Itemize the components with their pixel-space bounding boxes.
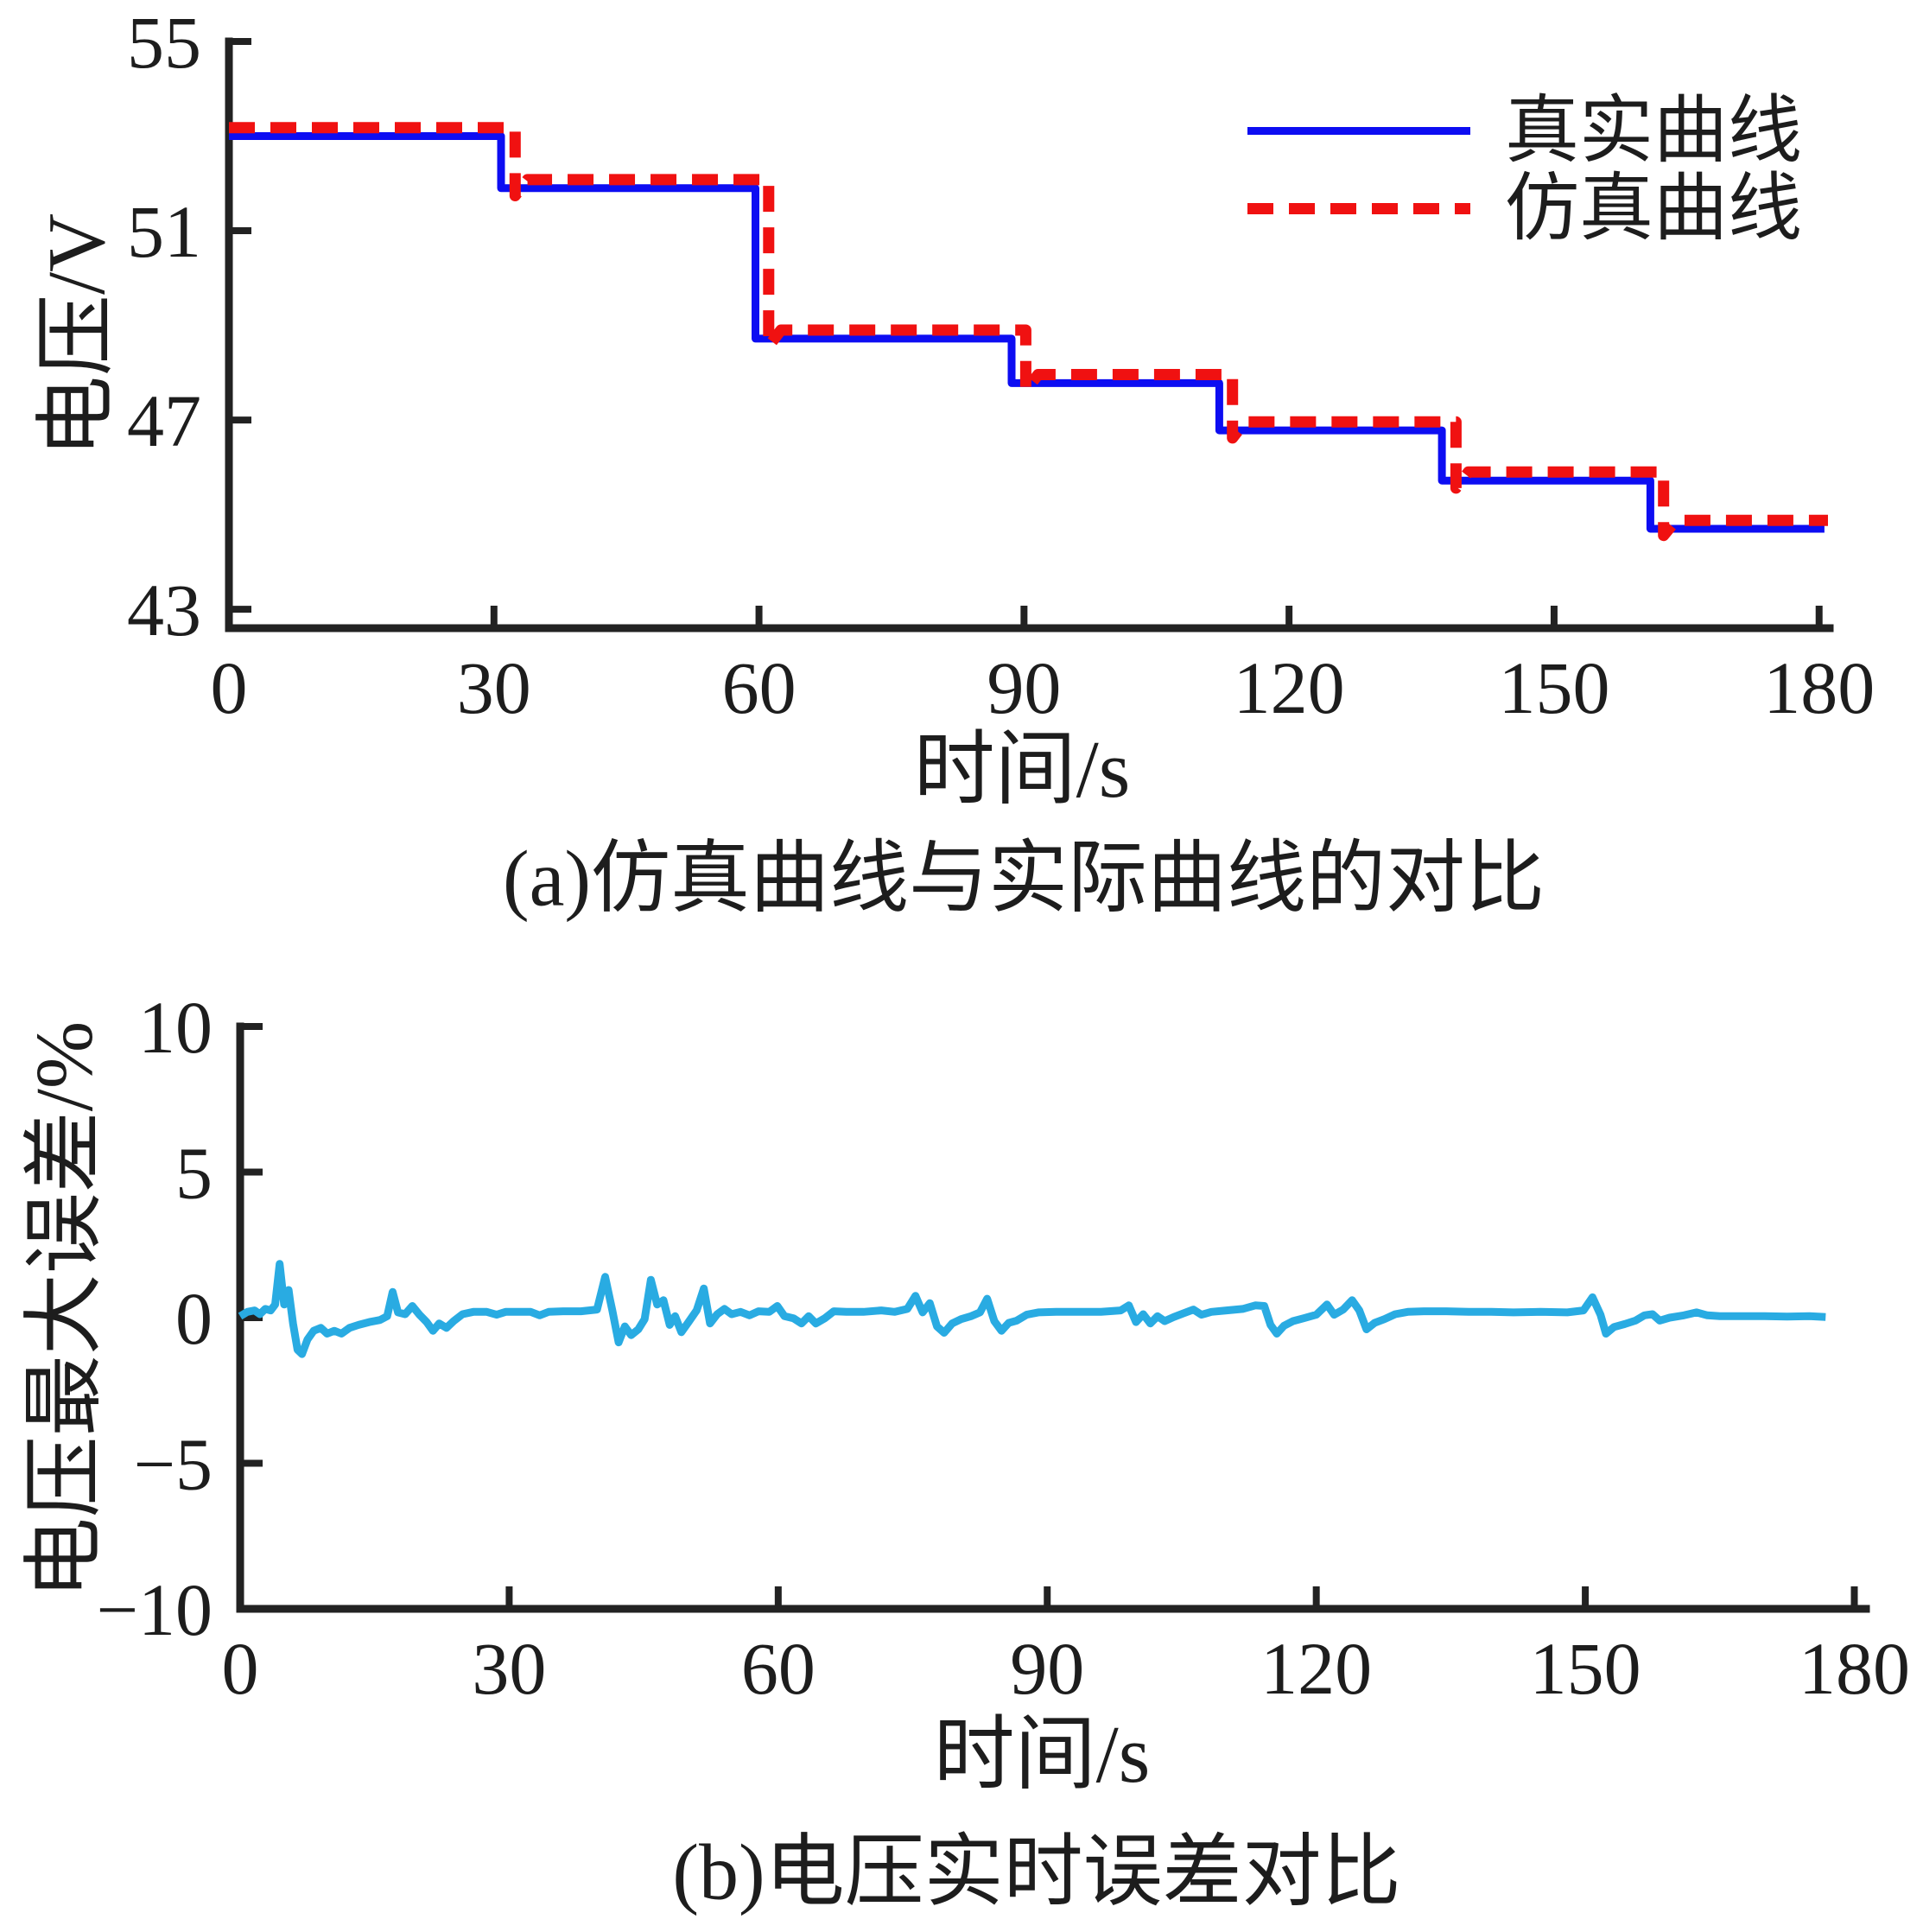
legend-label-real: 真实曲线	[1505, 89, 1802, 172]
series-a-0	[229, 132, 1825, 533]
chart-b-xlabel: 时间/s	[933, 1710, 1151, 1800]
legend-line-real-icon	[1247, 126, 1470, 135]
x-tick-label: 0	[222, 1627, 259, 1710]
y-tick-label: 10	[138, 986, 213, 1069]
y-tick-label: 43	[127, 569, 201, 651]
chart-a-ylabel: 电压/V	[32, 213, 122, 458]
x-tick-label: 60	[722, 646, 796, 729]
caption-a: (a)仿真曲线与实际曲线的对比	[502, 834, 1545, 923]
y-tick-label: −10	[96, 1568, 213, 1651]
x-tick-label: 30	[472, 1627, 546, 1710]
y-tick-label: 51	[127, 190, 201, 273]
y-tick-label: 47	[127, 379, 201, 462]
y-tick-label: 0	[175, 1277, 213, 1360]
caption-b: (b)电压实时误差对比	[672, 1827, 1401, 1916]
legend-item-real: 真实曲线	[1247, 92, 1802, 169]
x-tick-label: 0	[211, 646, 248, 729]
chart-a-xlabel: 时间/s	[913, 725, 1131, 815]
legend-item-sim: 仿真曲线	[1247, 169, 1802, 247]
x-tick-label: 180	[1763, 646, 1875, 729]
x-tick-label: 180	[1799, 1627, 1910, 1710]
x-tick-label: 120	[1260, 1627, 1372, 1710]
x-tick-label: 150	[1530, 1627, 1641, 1710]
x-tick-label: 90	[1010, 1627, 1084, 1710]
y-tick-label: 5	[175, 1132, 213, 1215]
chart-a-axes	[225, 37, 1834, 632]
x-tick-label: 30	[457, 646, 531, 729]
chart-b-ylabel: 电压最大误差/%	[20, 1020, 110, 1599]
legend: 真实曲线 仿真曲线	[1247, 92, 1802, 247]
y-tick-label: −5	[133, 1423, 213, 1506]
y-tick-label: 55	[127, 1, 201, 84]
series-a-1	[229, 122, 1828, 542]
legend-line-sim-icon	[1247, 202, 1470, 214]
x-tick-label: 60	[741, 1627, 816, 1710]
series-b-0	[238, 1260, 1826, 1358]
legend-label-sim: 仿真曲线	[1505, 167, 1802, 250]
x-tick-label: 120	[1234, 646, 1345, 729]
chart-b-axes	[236, 1022, 1870, 1613]
x-tick-label: 90	[987, 646, 1061, 729]
x-tick-label: 150	[1498, 646, 1609, 729]
chart-b: 0 30 60 90 120 150 180 10 5 0 −5 −10	[96, 986, 1910, 1710]
chart-a: 0 30 60 90 120 150 180 55 51 47 43	[127, 1, 1875, 729]
